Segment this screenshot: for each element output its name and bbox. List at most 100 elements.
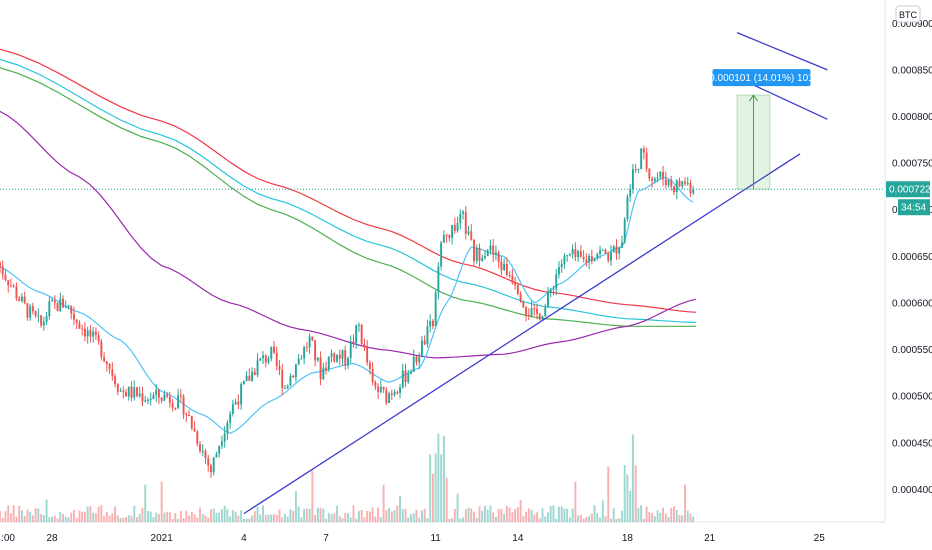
candle-body — [445, 235, 448, 237]
candle-body — [116, 384, 119, 392]
candle-body — [1, 266, 4, 275]
candle-body — [475, 247, 478, 262]
candle-body — [585, 259, 588, 263]
trend-line[interactable] — [243, 153, 801, 515]
candle-body — [157, 389, 160, 398]
candle-body — [366, 345, 369, 363]
candle-body — [7, 280, 10, 286]
volume-bar — [29, 512, 32, 522]
volume-bar — [582, 518, 585, 522]
volume-bar — [218, 512, 221, 522]
candle-body — [89, 330, 92, 337]
volume-bar — [642, 518, 645, 522]
candle-body — [626, 196, 629, 220]
volume-bar — [327, 512, 330, 522]
candle-body — [357, 324, 360, 326]
currency-label-box[interactable]: BTC — [895, 5, 921, 23]
volume-bar — [489, 505, 492, 522]
candle-body — [489, 245, 492, 251]
time-tick-label: 18 — [622, 533, 634, 544]
volume-bar — [130, 515, 133, 522]
candle-body — [12, 285, 15, 287]
candle-body — [168, 396, 171, 403]
volume-bar — [171, 518, 174, 522]
price-tick-label: 0.000750 — [892, 159, 932, 170]
volume-bar — [366, 511, 369, 522]
candle-body — [368, 362, 371, 370]
candle-body — [105, 361, 108, 365]
candle-body — [207, 458, 210, 466]
volume-bar — [7, 505, 10, 522]
candle-body — [231, 404, 234, 414]
time-tick-label: 14 — [512, 533, 524, 544]
candle-body — [40, 315, 43, 326]
volume-bar — [574, 481, 577, 522]
volume-bar — [497, 509, 500, 522]
candle-body — [144, 400, 147, 402]
candle-body — [615, 246, 618, 254]
candle-body — [604, 249, 607, 254]
candle-body — [541, 316, 544, 320]
candle-body — [651, 178, 654, 181]
volume-bar — [596, 513, 599, 522]
volume-bar — [163, 512, 166, 522]
volume-bar — [604, 516, 607, 522]
volume-bar — [544, 516, 547, 522]
candle-body — [103, 357, 106, 362]
volume-bar — [618, 518, 621, 522]
volume-bar — [675, 509, 678, 522]
volume-bar — [196, 517, 199, 522]
candle-body — [218, 445, 221, 454]
candle-body — [48, 301, 51, 317]
candle-body — [130, 386, 133, 398]
candle-body — [308, 336, 311, 348]
candle-body — [59, 298, 62, 311]
candle-body — [305, 346, 308, 348]
volume-bar — [56, 518, 59, 522]
volume-bars — [0, 433, 695, 522]
volume-bar — [407, 517, 410, 522]
volume-bar — [541, 508, 544, 522]
countdown-badge — [898, 199, 930, 216]
candle-body — [678, 180, 681, 187]
candle-body — [100, 341, 103, 358]
candle-body — [15, 286, 18, 299]
trend-line[interactable] — [736, 32, 828, 71]
volume-bar — [325, 518, 328, 522]
candle-body — [418, 357, 421, 362]
candle-body — [673, 186, 675, 193]
candle-body — [111, 368, 114, 377]
volume-bar — [223, 505, 226, 522]
candle-body — [484, 256, 486, 258]
volume-bar — [585, 517, 588, 522]
candle-body — [300, 358, 303, 360]
candle-body — [259, 358, 262, 361]
candle-body — [566, 255, 569, 257]
candle-body — [171, 402, 174, 408]
candle-body — [316, 357, 319, 361]
candle-body — [689, 182, 692, 194]
volume-bar — [434, 453, 437, 522]
candle-body — [67, 305, 70, 307]
volume-bar — [659, 512, 662, 522]
volume-bar — [656, 510, 659, 522]
price-range-projection[interactable]: 0.000101 (14.01%) 101 — [709, 69, 814, 190]
volume-bar — [437, 433, 440, 522]
volume-bar — [429, 454, 432, 522]
volume-bar — [459, 518, 462, 522]
candle-body — [138, 393, 141, 396]
candle-body — [34, 311, 37, 316]
candle-body — [371, 369, 374, 383]
volume-bar — [467, 507, 470, 522]
volume-bar — [552, 505, 555, 522]
candle-body — [451, 225, 454, 238]
candle-body — [453, 225, 456, 231]
volume-bar — [103, 516, 106, 522]
volume-bar — [588, 516, 591, 522]
volume-bar — [305, 508, 308, 522]
volume-bar — [379, 517, 382, 522]
moving-average-line — [0, 58, 696, 324]
volume-bar — [684, 484, 686, 522]
candle-body — [251, 371, 254, 381]
